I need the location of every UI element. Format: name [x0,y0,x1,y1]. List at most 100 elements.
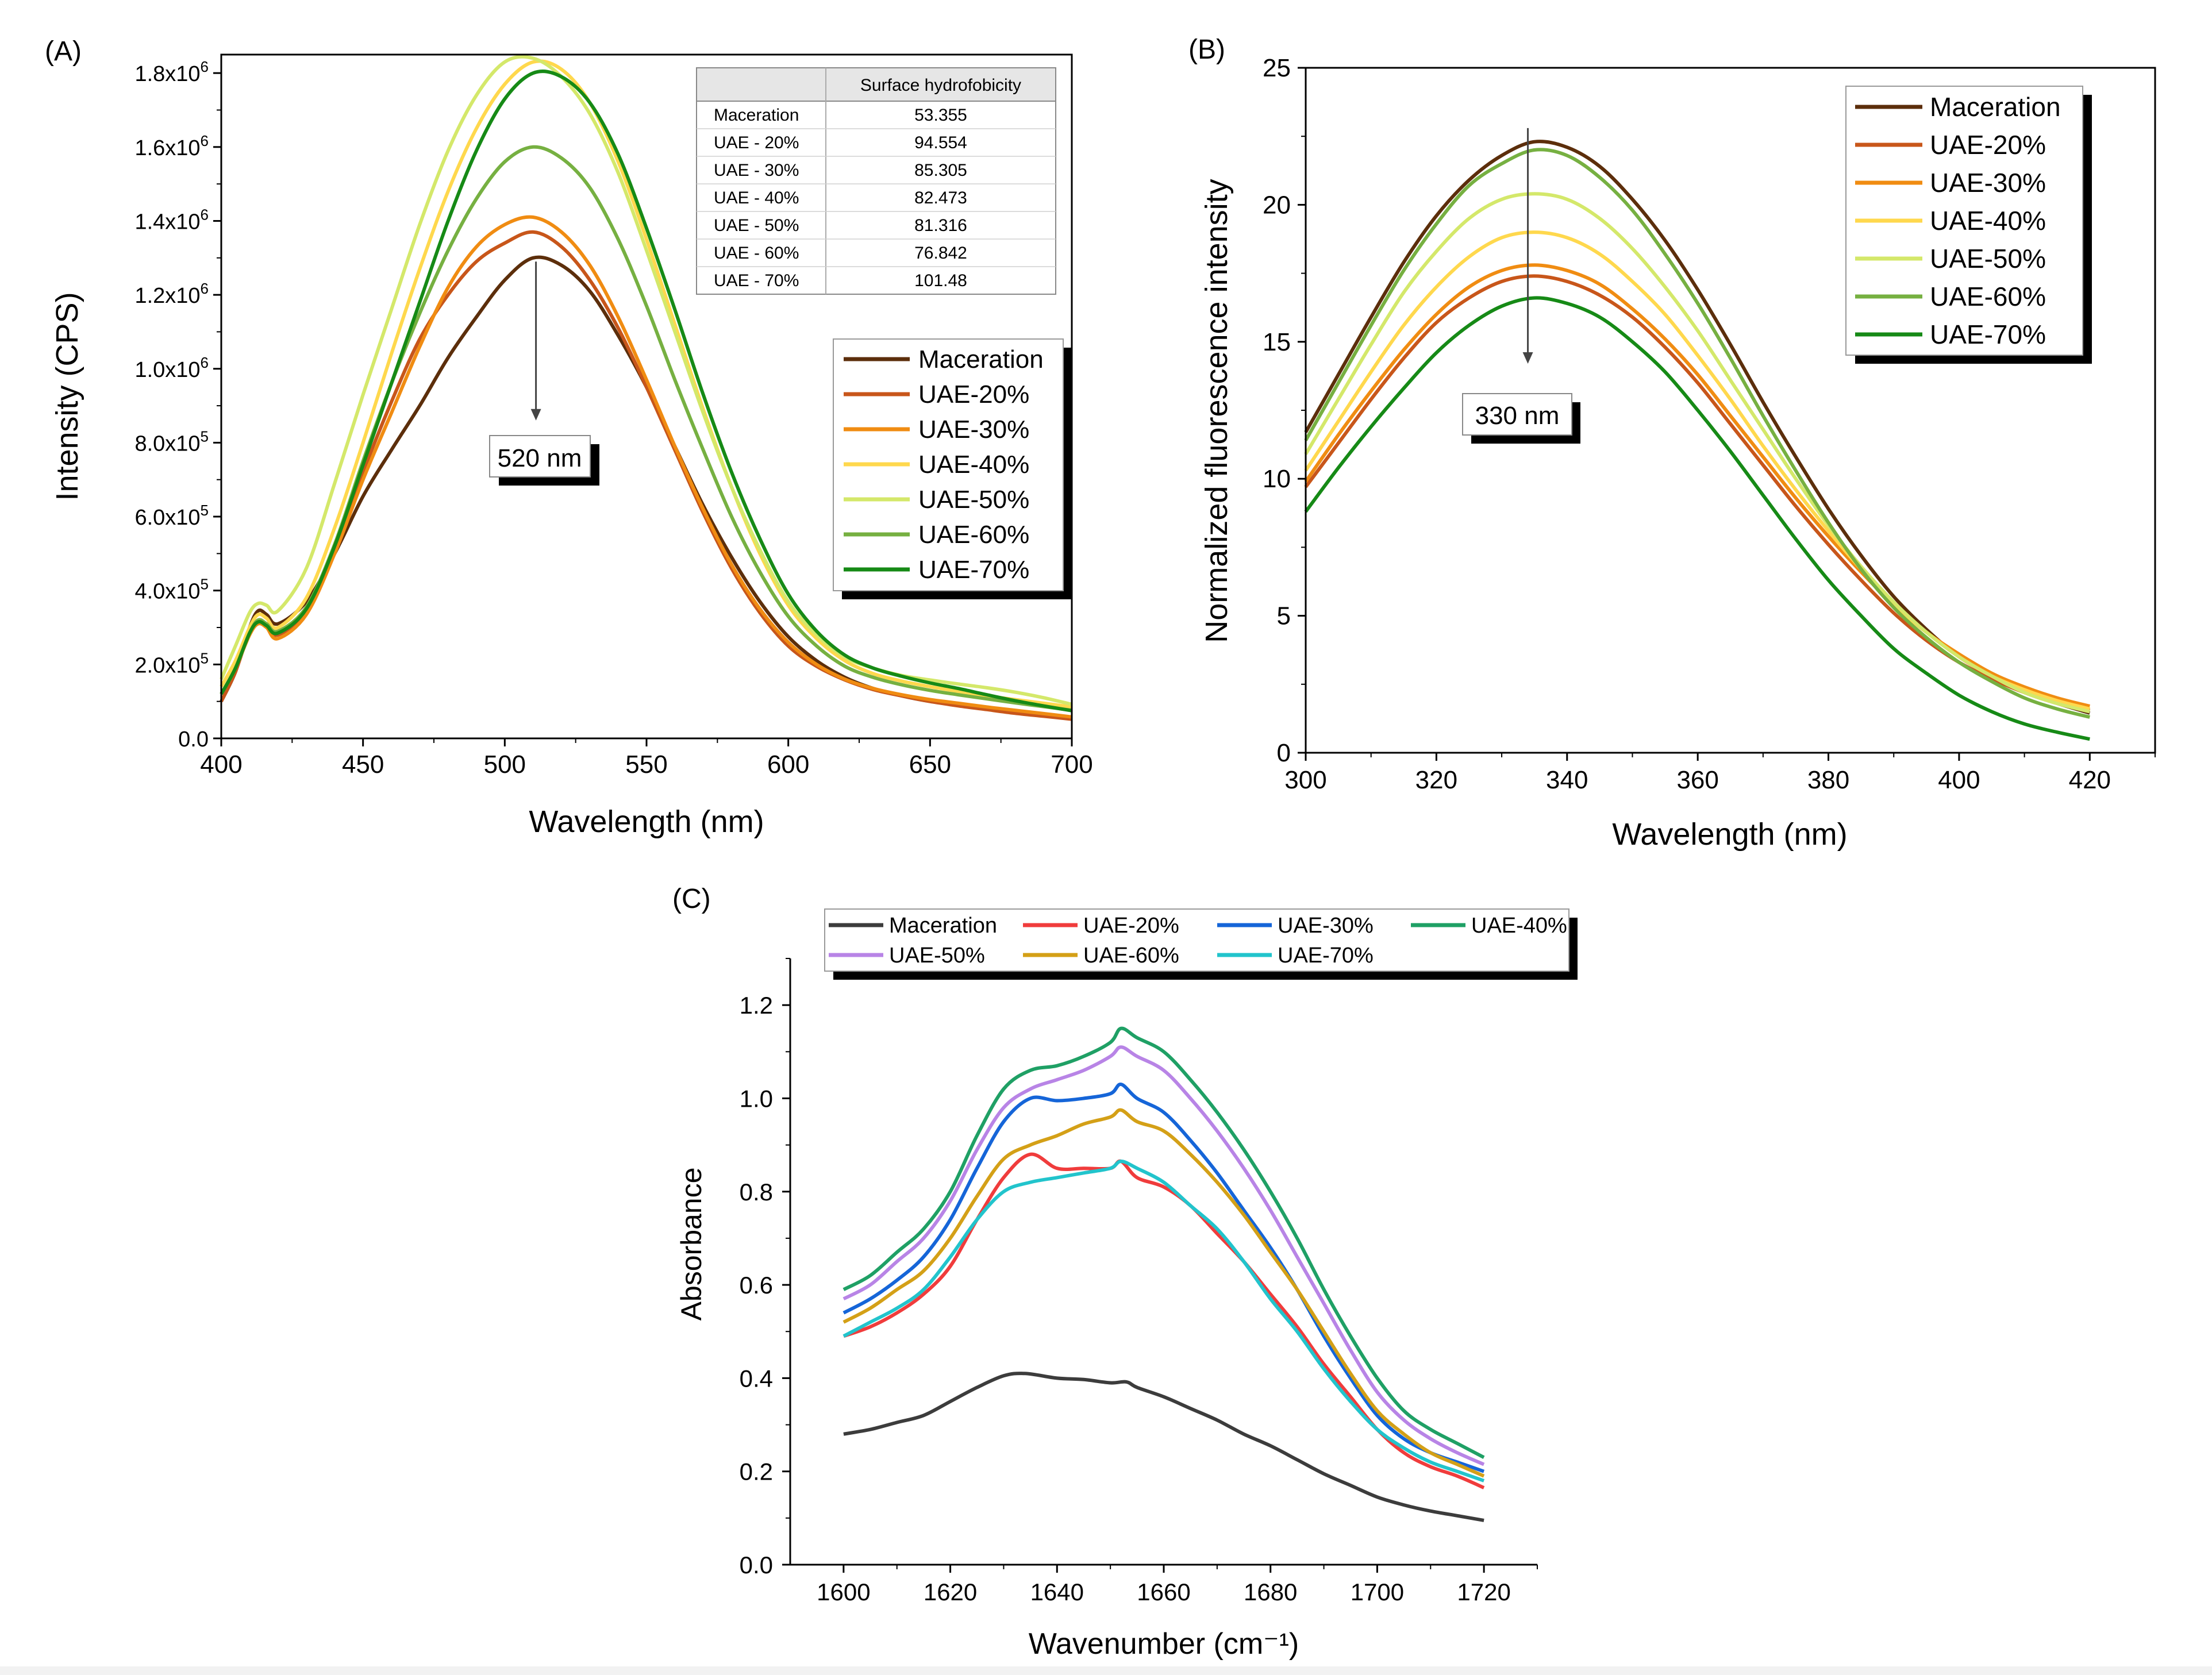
panel-b-x-tick-label: 340 [1546,766,1588,794]
footer-band [0,1666,2212,1675]
panel-a-y-tick-mantissa: 1.2x10 [134,284,200,308]
panel-b-x-tick-label: 400 [1938,766,1980,794]
panel-a-table-row-value: 85.305 [914,161,967,180]
panel-a-y-tick-mantissa: 4.0x10 [134,580,200,604]
panel-a-y-tick-label: 6.0x105 [134,502,209,530]
panel-b-annotation-box [1462,393,1572,436]
panel-c-x-tick-label: 1640 [1030,1578,1084,1605]
panel-c-series-line-5 [843,1108,1485,1478]
panel-a-table-row-label: UAE - 50% [714,216,799,235]
panel-b-x-tick-label: 360 [1676,766,1718,794]
panel-b-y-tick-label: 5 [1277,602,1291,630]
panel-a-y-tick-label: 1.8x106 [134,58,209,86]
panel-b-series-line-4 [1304,192,2091,714]
panel-b-x-tick-label: 380 [1807,766,1849,794]
panel-a-y-tick-exponent: 6 [201,206,209,223]
panel-c-x-tick-label: 1620 [924,1578,977,1605]
panel-c-x-tick-label: 1700 [1351,1578,1404,1605]
panel-b-chart: 300 320 340 360 380 400 420 0 5 10 15 20 25 Wavelen… [1199,54,2156,852]
panel-a-inset-table: Surface hydrofobicity Maceration 53.355 UAE… [696,67,1056,295]
panel-b-y-tick-label: 20 [1263,191,1291,219]
panel-c-x-tick-label: 1600 [817,1578,870,1605]
panel-b-x-tick-label: 420 [2069,766,2111,794]
panel-a-table-row-label: UAE - 40% [714,188,799,207]
panel-c-series-line-3 [843,1026,1485,1459]
panel-a-legend-label: UAE-20% [918,380,1029,409]
panel-a-table-row-value: 101.48 [914,271,967,290]
panel-c-y-tick-label: 0.6 [740,1272,773,1299]
panel-a-y-tick-label: 1.0x106 [134,354,209,382]
panel-b-peak-arrow-head [1522,352,1533,364]
panel-label-b: (B) [1188,34,1225,65]
panel-a-x-axis-title: Wavelength (nm) [529,804,764,839]
panel-a-table-row-value: 76.842 [914,244,967,263]
panel-a-y-tick-exponent: 6 [201,354,209,371]
panel-a-y-tick-exponent: 5 [201,502,209,519]
panel-b-y-tick-label: 10 [1263,465,1291,493]
panel-a-table-row-value: 82.473 [914,188,967,207]
panel-a-x-tick-label: 700 [1051,750,1092,779]
panel-b-y-axis-title: Normalized fluorescence intensity [1199,179,1234,642]
panel-a-y-tick-label: 0.0 [178,727,209,752]
panel-c-chart: 1600 1620 1640 1660 1680 1700 1720 0.0 0.2 0.4 0.… [675,908,1578,1661]
panel-c-y-tick-label: 0.2 [740,1458,773,1485]
panel-a-y-tick-mantissa: 6.0x10 [134,506,200,530]
panel-a-table-header-bg [696,67,1056,102]
panel-c-legend-label: UAE-20% [1083,914,1179,938]
panel-c-series-line-0 [843,1372,1484,1522]
panel-a-table-row-label: UAE - 70% [714,271,799,290]
panel-a-y-tick-label: 1.2x106 [134,280,209,308]
panel-a-legend-label: UAE-30% [918,415,1029,444]
panel-b-x-axis-title: Wavelength (nm) [1612,817,1847,852]
panel-a-y-tick-exponent: 5 [201,428,209,445]
panel-b-legend-label: UAE-60% [1930,282,2046,311]
panel-a-table-row-label: UAE - 20% [714,133,799,152]
panel-a-y-tick-label: 2.0x105 [134,649,209,677]
panel-a-x-tick-label: 400 [200,750,242,779]
panel-c-y-tick-label: 1.2 [740,992,773,1019]
panel-a-series-line-2 [220,215,1072,719]
panel-label-c: (C) [672,884,711,914]
panel-c-x-axis-title: Wavenumber (cm⁻¹) [1029,1627,1299,1661]
panel-a-y-tick-exponent: 5 [201,576,209,593]
panel-a-legend-label: UAE-60% [918,521,1029,549]
panel-b-legend-label: UAE-70% [1930,319,2046,349]
panel-a-y-tick-mantissa: 1.4x10 [134,210,200,234]
panel-a-y-tick-exponent: 6 [201,132,209,149]
panel-a-y-tick-label: 1.4x106 [134,206,209,234]
panel-a-y-tick-mantissa: 1.0x10 [134,358,200,382]
panel-a-table-row-value: 94.554 [914,133,967,152]
panel-b-legend-label: Maceration [1930,92,2061,122]
panel-a-chart: 400 450 500 550 600 650 700 0.02.0x1054.0x1056… [50,53,1093,839]
panel-a-annotation-text: 520 nm [498,444,582,472]
panel-a-x-tick-label: 450 [342,750,384,779]
panel-c-legend-label: UAE-40% [1471,914,1567,938]
panel-b-legend-label: UAE-30% [1930,168,2046,198]
panel-a-legend-label: UAE-40% [918,450,1029,479]
panel-a-y-tick-exponent: 6 [201,280,209,297]
panel-a-legend-label: Maceration [918,345,1044,373]
panel-a-table-row-label: UAE - 60% [714,244,799,263]
panel-c-series-line-2 [843,1083,1485,1473]
panel-label-a: (A) [45,36,82,67]
panel-b-series-line-5 [1304,148,2091,719]
panel-c-y-tick-label: 0.4 [740,1365,773,1392]
panel-b-x-tick-label: 300 [1284,766,1326,794]
panel-a-y-tick-label: 4.0x105 [134,576,209,604]
panel-a-series-lines [220,55,1072,721]
panel-a-y-tick-mantissa: 2.0x10 [134,653,200,677]
panel-b-legend-label: UAE-20% [1930,130,2046,160]
panel-c-series-line-6 [843,1159,1485,1483]
panel-a-y-axis-title: Intensity (CPS) [50,292,84,500]
panel-a-y-tick-mantissa: 1.8x10 [134,62,200,86]
panel-a-legend-label: UAE-50% [918,486,1029,514]
panel-b-series-line-6 [1304,296,2090,741]
panel-a-x-tick-label: 650 [909,750,951,779]
panel-a-y-tick-mantissa: 0.0 [178,727,209,752]
panel-c-x-tick-label: 1720 [1457,1578,1510,1605]
panel-b-y-tick-label: 0 [1277,739,1291,767]
panel-b-y-tick-label: 25 [1263,54,1291,82]
panel-c-series-lines [843,1026,1485,1522]
